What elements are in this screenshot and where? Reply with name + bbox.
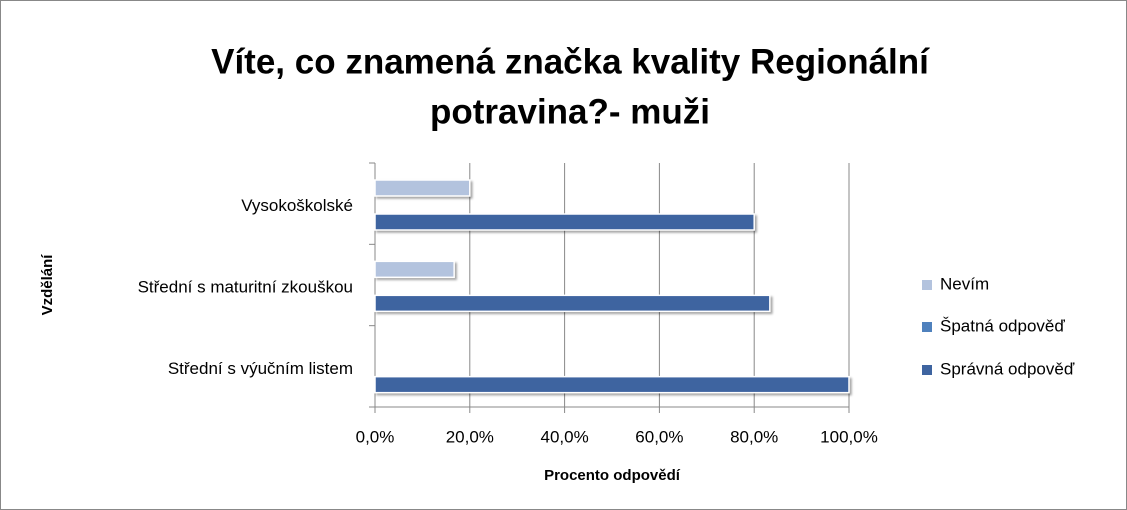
legend-swatch (922, 322, 932, 332)
x-tick-label: 40,0% (540, 427, 588, 446)
bar (374, 260, 455, 279)
legend-label: Správná odpověď (940, 359, 1075, 378)
bar (374, 179, 471, 197)
x-tick-label: 60,0% (635, 427, 683, 446)
legend-label: Špatná odpověď (940, 316, 1065, 335)
y-tick-label: Střední s výučním listem (168, 359, 353, 378)
y-axis-title: Vzdělání (39, 254, 56, 316)
x-tick-label: 100,0% (820, 427, 878, 446)
legend-swatch (922, 280, 932, 290)
x-tick-label: 80,0% (730, 427, 778, 446)
x-tick-label: 20,0% (446, 427, 494, 446)
chart-title: potravina?- muži (430, 92, 710, 131)
y-tick-label: Střední s maturitní zkouškou (138, 277, 353, 296)
legend-swatch (922, 365, 932, 375)
bar (374, 213, 755, 231)
chart-title: Víte, co znamená značka kvality Regionál… (211, 42, 930, 81)
y-tick-label: Vysokoškolské (241, 196, 353, 215)
x-tick-label: 0,0% (356, 427, 395, 446)
bar (374, 375, 850, 394)
legend-label: Nevím (940, 274, 989, 293)
bar (374, 294, 771, 313)
x-axis-title: Procento odpovědí (544, 467, 681, 484)
